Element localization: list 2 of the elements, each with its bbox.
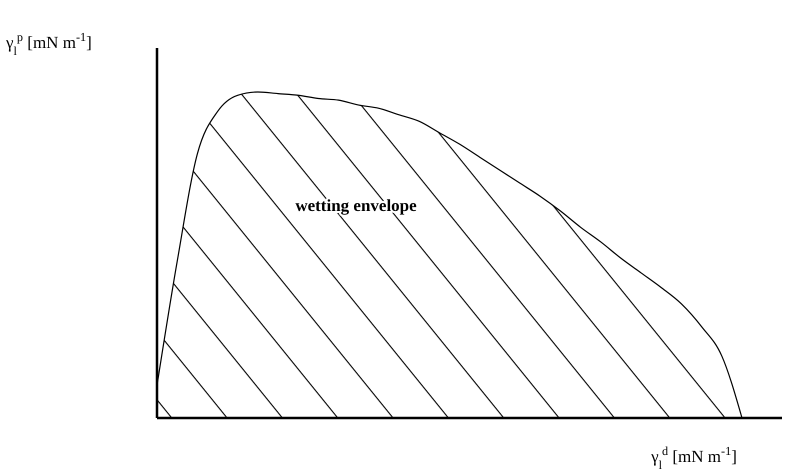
x-axis-title: γ$_{l}$$^{d}$ [mN m$^{-1}$] — [650, 444, 737, 472]
y-axis-title: γ$_{l}$$^{p}$ [mN m$^{-1}$] — [5, 30, 92, 58]
